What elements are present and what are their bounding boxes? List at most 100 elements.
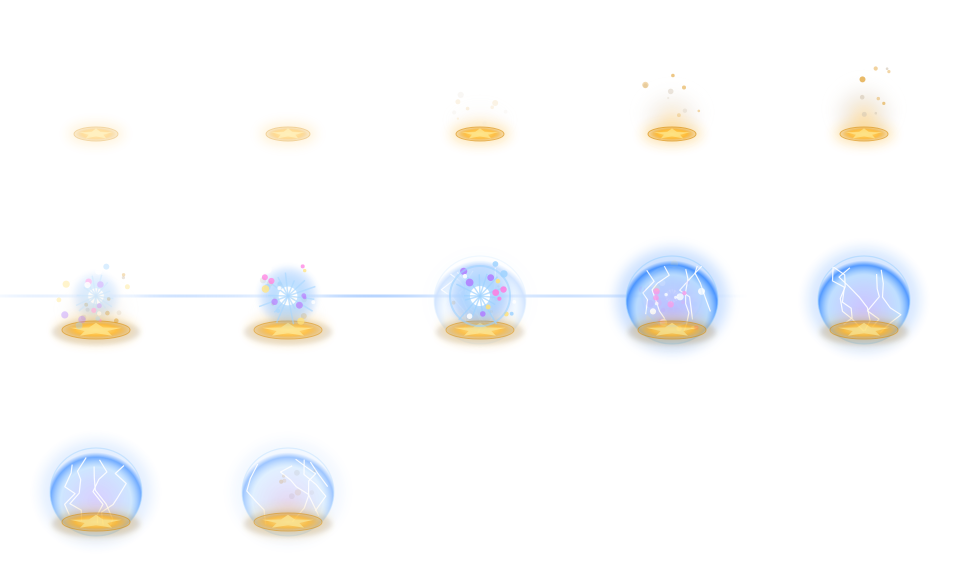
burst-spark [103, 263, 110, 270]
magic-seal [642, 123, 702, 145]
burst-ray [287, 285, 316, 297]
seal-star [271, 128, 305, 139]
burst-spark [56, 297, 62, 303]
smoke-particle [455, 99, 461, 105]
lightning-bolt [279, 465, 320, 517]
smoke-particle [859, 94, 865, 100]
frame-art-8 [310, 255, 650, 345]
burst-spark [492, 261, 499, 267]
burst-ray [671, 290, 687, 297]
burst-ray [95, 274, 103, 297]
smoke-particle [859, 76, 866, 83]
burst-spark [681, 300, 685, 305]
burst-spark [652, 284, 660, 292]
burst-ray [479, 273, 488, 297]
sprite-frame-10 [768, 192, 960, 384]
seal-star [653, 128, 691, 139]
smoke-particle [642, 81, 649, 89]
burst-ray [666, 295, 673, 310]
smoke-particle [677, 113, 681, 118]
burst-spark [654, 298, 662, 307]
burst-spark [302, 295, 307, 300]
smoke-cloud [638, 76, 706, 140]
magic-seal [244, 317, 332, 345]
energy-burst [0, 263, 206, 329]
magic-seal [260, 123, 316, 145]
burst-spark [465, 278, 474, 287]
burst-ray [671, 280, 677, 297]
magic-seal [820, 317, 908, 345]
magic-seal [52, 509, 140, 537]
sprite-frame-3 [384, 0, 576, 192]
energy-burst [595, 260, 749, 327]
burst-spark [649, 280, 657, 288]
burst-ray [86, 283, 97, 297]
burst-spark [685, 280, 690, 285]
burst-center [665, 289, 679, 303]
sprite-frame-11 [0, 384, 192, 576]
frame-art-2 [260, 123, 316, 145]
seal-ring [637, 320, 707, 340]
burst-spark [295, 301, 303, 309]
burst-ray [671, 295, 675, 313]
burst-spark [670, 260, 679, 268]
burst-spark [61, 311, 69, 319]
burst-spark [462, 273, 468, 279]
burst-ray [284, 272, 289, 297]
lightning-bolt [63, 464, 76, 516]
forming-ring [641, 265, 703, 327]
magic-seal [52, 317, 140, 345]
burst-ray [471, 295, 481, 319]
smoke-particle [873, 66, 878, 71]
burst-ray [671, 295, 682, 311]
burst-spark [512, 300, 517, 304]
burst-spark [638, 286, 646, 293]
frame-art-4 [638, 73, 706, 145]
burst-ray [275, 295, 289, 324]
burst-spark [75, 322, 83, 329]
burst-spark [297, 317, 305, 325]
smoke-particle [885, 67, 889, 70]
burst-spark [300, 264, 305, 269]
burst-ray [479, 295, 498, 325]
burst-spark [303, 268, 307, 273]
burst-ray [671, 295, 687, 304]
seal-star [262, 514, 314, 528]
smoke-particle [121, 276, 125, 280]
burst-spark [124, 284, 130, 290]
burst-ray [277, 276, 289, 297]
smoke-particle [121, 273, 126, 277]
burst-ray [83, 286, 97, 297]
sprite-frame-12 [192, 384, 384, 576]
sprite-frame-9 [576, 192, 768, 384]
seal-star [838, 322, 890, 336]
frame-art-1 [68, 123, 124, 145]
seal-disc [266, 127, 310, 141]
burst-ray [458, 295, 481, 321]
burst-ray [671, 284, 685, 297]
frame-art-6 [0, 263, 206, 345]
burst-spark [276, 308, 281, 313]
burst-spark [277, 286, 282, 291]
burst-ray [455, 283, 481, 297]
burst-spark [97, 281, 104, 288]
sprite-frame-6 [0, 192, 206, 384]
burst-spark [97, 311, 102, 316]
burst-spark [466, 313, 473, 319]
smoke-particle [490, 105, 494, 110]
seal-star [646, 322, 698, 336]
burst-ray [95, 281, 109, 297]
lightning-bolt [642, 269, 655, 315]
magic-seal [436, 317, 524, 345]
burst-spark [311, 300, 316, 305]
forming-ring [449, 265, 511, 327]
seal-star [461, 128, 499, 139]
smoke-particle [682, 85, 686, 90]
frame-art-10 [808, 248, 920, 352]
burst-ray [95, 295, 114, 300]
burst-ray [662, 284, 673, 297]
burst-ray [95, 295, 107, 309]
seal-star [262, 322, 314, 336]
burst-spark [78, 315, 86, 324]
smoke-particle [876, 96, 880, 101]
